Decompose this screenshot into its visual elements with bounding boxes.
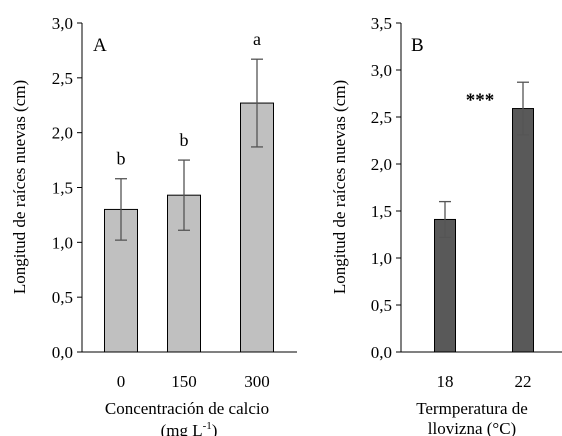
y-tick-label: 0,5 bbox=[52, 288, 73, 307]
significance-letter: b bbox=[117, 149, 126, 169]
error-bars bbox=[115, 58, 263, 241]
significance-letter: b bbox=[180, 130, 189, 150]
bars bbox=[434, 108, 534, 353]
y-axis-label: Longitud de raíces nuevas (cm) bbox=[10, 80, 29, 294]
x-axis-label-line2: llovizna (°C) bbox=[428, 419, 516, 436]
y-tick-label: 2,5 bbox=[52, 69, 73, 88]
bar-22 bbox=[512, 108, 534, 353]
significance-stars: *** bbox=[466, 90, 495, 111]
y-tick-label: 1,5 bbox=[371, 202, 392, 221]
significance-letter: a bbox=[253, 29, 261, 49]
y-tick-labels: 0,0 0,5 1,0 1,5 2,0 2,5 3,0 3,5 bbox=[371, 14, 392, 362]
significance-letters: b b a bbox=[117, 29, 262, 169]
y-tick-label: 0,0 bbox=[52, 343, 73, 362]
bars bbox=[104, 102, 274, 353]
y-tick-label: 0,0 bbox=[371, 343, 392, 362]
x-axis-label-line1: Concentración de calcio bbox=[105, 399, 269, 418]
y-tick-label: 3,5 bbox=[371, 14, 392, 33]
x-tick-label: 150 bbox=[171, 372, 197, 391]
y-tick-marks bbox=[77, 22, 82, 353]
x-tick-label: 300 bbox=[244, 372, 270, 391]
chart-panel-b: 0,00,51,01,52,02,53,03,5 18 22 B *** Long… bbox=[330, 14, 562, 436]
y-tick-label: 2,0 bbox=[371, 155, 392, 174]
y-tick-labels: 0,0 0,5 1,0 1,5 2,0 2,5 3,0 bbox=[52, 14, 73, 362]
x-tick-labels: 0 150 300 bbox=[117, 372, 270, 391]
error-bars bbox=[439, 81, 529, 238]
panel-letter: A bbox=[93, 35, 107, 56]
y-tick-label: 1,0 bbox=[52, 233, 73, 252]
x-tick-labels: 18 22 bbox=[437, 372, 532, 391]
x-axis-unit-exponent: -1 bbox=[203, 420, 212, 432]
y-axis-label: Longitud de raíces nuevas (cm) bbox=[330, 80, 349, 294]
chart-panel-a: 0,0 0,5 1,0 1,5 2,0 2,5 3,0 b b a 0 150 300 A Long… bbox=[10, 14, 297, 436]
y-tick-label: 3,0 bbox=[371, 61, 392, 80]
bar-18 bbox=[434, 218, 456, 353]
x-tick-label: 22 bbox=[515, 372, 532, 391]
y-tick-label: 3,0 bbox=[52, 14, 73, 33]
x-axis-unit-close: ) bbox=[212, 421, 218, 436]
y-tick-marks bbox=[396, 22, 401, 353]
x-axis-unit: (mg L bbox=[161, 421, 203, 436]
panel-letter: B bbox=[411, 35, 424, 56]
y-tick-label: 2,5 bbox=[371, 108, 392, 127]
y-tick-label: 2,0 bbox=[52, 124, 73, 143]
x-tick-label: 18 bbox=[437, 372, 454, 391]
x-tick-label: 0 bbox=[117, 372, 126, 391]
y-tick-label: 1,0 bbox=[371, 249, 392, 268]
y-tick-label: 0,5 bbox=[371, 296, 392, 315]
x-axis-label-line2: (mg L-1) bbox=[161, 420, 218, 436]
x-axis-label-line1: Termperatura de bbox=[416, 399, 528, 418]
y-tick-label: 1,5 bbox=[52, 179, 73, 198]
